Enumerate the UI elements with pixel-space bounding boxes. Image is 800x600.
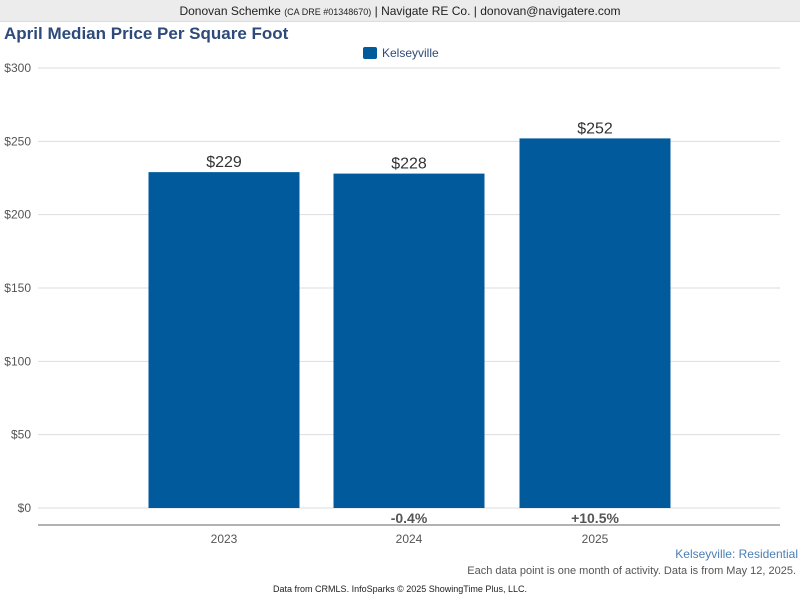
y-tick-label: $250 [4,134,31,148]
agent-email[interactable]: donovan@navigatere.com [480,4,621,18]
agent-name: Donovan Schemke [179,4,281,18]
y-tick-label: $150 [4,281,31,295]
x-tick-label: 2025 [582,532,609,546]
agent-license: (CA DRE #01348670) [284,7,372,17]
y-tick-label: $50 [11,428,31,442]
bar-value-label: $252 [577,120,613,137]
header-separator: | [473,4,477,18]
bar-value-label: $229 [206,154,242,171]
chart-title: April Median Price Per Square Foot [4,24,289,43]
data-credit: Data from CRMLS. InfoSparks © 2025 Showi… [273,584,527,594]
bar-2023 [148,172,300,508]
y-tick-label: $300 [4,61,31,75]
x-tick-label: 2024 [396,532,423,546]
company-name: Navigate RE Co. [381,4,471,18]
bar-2024 [333,173,485,508]
change-label: +10.5% [571,510,619,526]
agent-header-bar: Donovan Schemke (CA DRE #01348670) | Nav… [0,0,800,22]
y-tick-label: $100 [4,354,31,368]
legend-label: Kelseyville [382,46,439,60]
bar-value-label: $228 [391,156,427,173]
header-separator: | [374,4,378,18]
y-tick-label: $0 [18,501,32,515]
change-label: -0.4% [391,510,428,526]
series-caption: Kelseyville: Residential [675,547,798,561]
legend-swatch [363,47,377,59]
y-tick-label: $200 [4,208,31,222]
x-tick-label: 2023 [211,532,238,546]
chart-legend[interactable]: Kelseyville [363,45,439,61]
data-footnote: Each data point is one month of activity… [467,565,796,577]
bar-2025 [519,138,671,508]
